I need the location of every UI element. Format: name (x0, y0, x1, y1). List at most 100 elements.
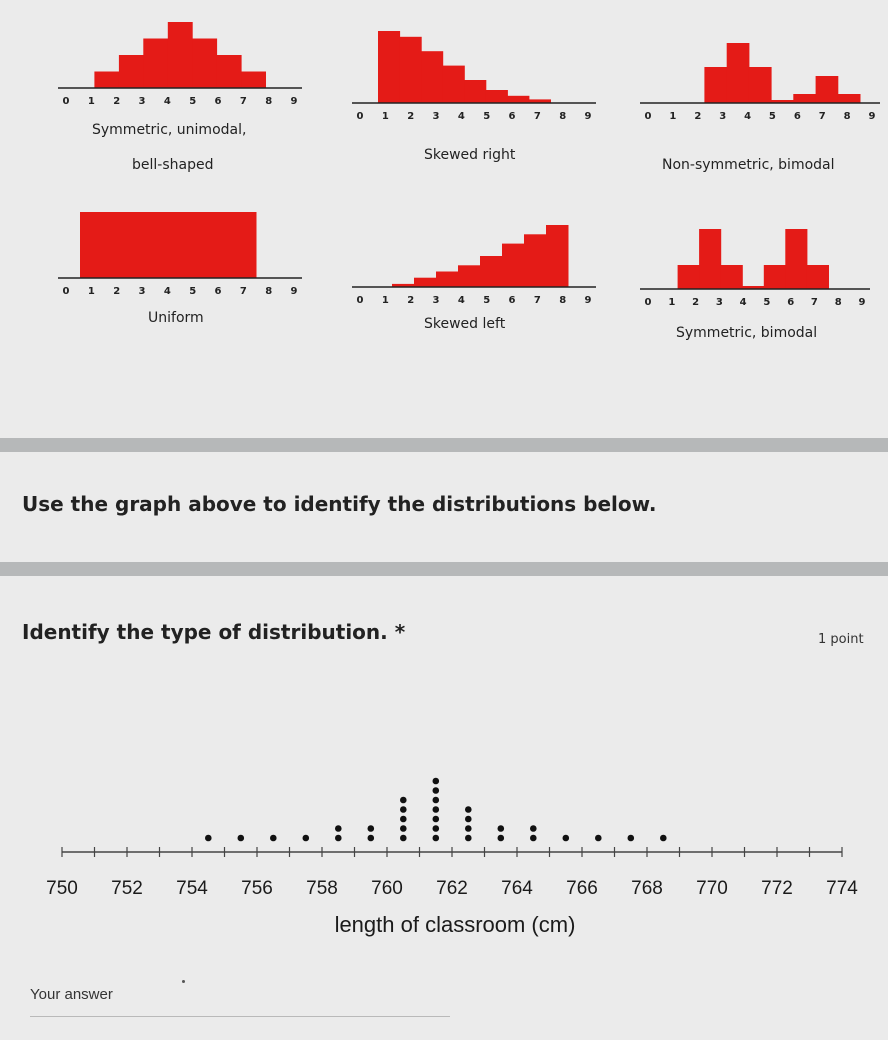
ref-bar (192, 38, 218, 88)
ref-tick-label: 4 (164, 286, 171, 297)
ref-tick-label: 3 (716, 297, 723, 308)
ref-tick-label: 1 (382, 111, 389, 122)
ref-tick-label: 4 (458, 295, 465, 306)
ref-tick-label: 5 (189, 96, 196, 107)
dotplot-dot (530, 825, 537, 832)
dotplot-dot (237, 834, 245, 842)
ref-tick-label: 5 (483, 295, 490, 306)
ref-bar (502, 243, 525, 287)
ref-tick-label: 4 (740, 297, 747, 308)
ref-tick-label: 3 (139, 286, 146, 297)
section-divider-bottom (0, 562, 888, 576)
ref-bar (837, 94, 861, 103)
ref-bar (414, 277, 437, 287)
ref-panel-1: 0 1 2 3 4 5 6 7 8 9 (58, 22, 302, 107)
ref-bar (94, 71, 120, 88)
section-divider-top (0, 438, 888, 452)
ref-bar (815, 76, 839, 103)
ref-tick-label: 4 (164, 96, 171, 107)
ref-tick-label: 3 (139, 96, 146, 107)
dotplot-tick-label: 772 (761, 878, 793, 899)
ref-bar (234, 212, 257, 278)
ref-tick-label: 3 (433, 295, 440, 306)
dotplot-dot (432, 777, 440, 785)
ref-tick-label: 5 (483, 111, 490, 122)
ref-bar (442, 65, 465, 103)
ref-bar (378, 31, 401, 103)
caption-skewed-left: Skewed left (424, 316, 506, 332)
dotplot-tick-label: 774 (826, 878, 858, 899)
dotplot-dot (400, 806, 407, 813)
ref-tick-label: 8 (559, 295, 566, 306)
ref-tick-label: 8 (265, 96, 272, 107)
instruction-text: Use the graph above to identify the dist… (22, 492, 657, 516)
ref-tick-label: 1 (382, 295, 389, 306)
ref-tick-label: 3 (719, 111, 726, 122)
dotplot-dot (335, 834, 342, 842)
ref-tick-label: 8 (559, 111, 566, 122)
ref-bar (742, 286, 765, 289)
ref-bar (216, 55, 242, 88)
ref-tick-label: 6 (794, 111, 801, 122)
dotplot-tick-label: 756 (241, 878, 273, 899)
dotplot-dot (465, 806, 472, 813)
ref-panel-4: 0 1 2 3 4 5 6 7 8 9 (58, 212, 302, 297)
ref-bar (143, 38, 169, 88)
dotplot-dot (205, 834, 212, 842)
ref-tick-label: 6 (509, 295, 516, 306)
ref-bar (748, 67, 772, 103)
dotplot-dot (562, 834, 570, 842)
dotplot-dot (660, 834, 667, 842)
dotplot-dot (270, 834, 277, 842)
caption-nonsym-bimodal: Non-symmetric, bimodal (662, 157, 835, 173)
dotplot-dot (627, 834, 635, 842)
caption-bell-2: bell-shaped (132, 157, 214, 173)
ref-tick-label: 0 (63, 96, 70, 107)
dotplot-dot (432, 815, 440, 823)
ref-tick-label: 0 (645, 111, 652, 122)
ref-bar (102, 212, 125, 278)
ref-bar (399, 36, 422, 103)
ref-tick-label: 2 (694, 111, 701, 122)
ref-tick-label: 0 (645, 297, 652, 308)
ref-tick-label: 2 (407, 295, 414, 306)
ref-tick-label: 1 (88, 96, 95, 107)
dotplot-dot (367, 825, 375, 832)
ref-bar (167, 22, 193, 88)
ref-bar (699, 229, 722, 289)
ref-tick-label: 9 (869, 111, 876, 122)
ref-bar (677, 265, 700, 289)
ref-panel-3: 0 1 2 3 4 5 6 7 8 9 (640, 43, 880, 122)
dotplot-tick-label: 762 (436, 878, 468, 899)
ref-panel-5: 0 1 2 3 4 5 6 7 8 9 (352, 225, 596, 306)
dotplot-tick-label: 760 (371, 878, 403, 899)
answer-label: Your answer (30, 986, 113, 1003)
ref-tick-label: 6 (215, 96, 222, 107)
dotplot-tick-label: 754 (176, 878, 208, 899)
dotplot-dot (465, 825, 472, 832)
ref-tick-label: 7 (534, 295, 541, 306)
dotplot-dot (432, 796, 440, 804)
ref-bar (771, 100, 794, 103)
ref-tick-label: 5 (769, 111, 776, 122)
caption-uniform: Uniform (148, 310, 204, 326)
ref-tick-label: 7 (534, 111, 541, 122)
ref-tick-label: 6 (215, 286, 222, 297)
dotplot-dot (335, 825, 342, 832)
ref-tick-label: 7 (240, 96, 247, 107)
ref-bar (480, 256, 503, 287)
ref-tick-label: 8 (265, 286, 272, 297)
ref-tick-label: 9 (291, 96, 298, 107)
dotplot-tick-label: 766 (566, 878, 598, 899)
ref-tick-label: 9 (859, 297, 866, 308)
answer-input[interactable] (30, 1004, 450, 1017)
ref-tick-label: 4 (458, 111, 465, 122)
dotplot-dot (400, 825, 407, 832)
ref-tick-label: 7 (811, 297, 818, 308)
answer-marker-dot (182, 980, 185, 983)
ref-bar (507, 95, 530, 103)
dotplot-x-axis-label: length of classroom (cm) (335, 912, 576, 937)
dotplot-dot (432, 825, 440, 832)
ref-bar (124, 212, 147, 278)
dotplot-tick-label: 758 (306, 878, 338, 899)
